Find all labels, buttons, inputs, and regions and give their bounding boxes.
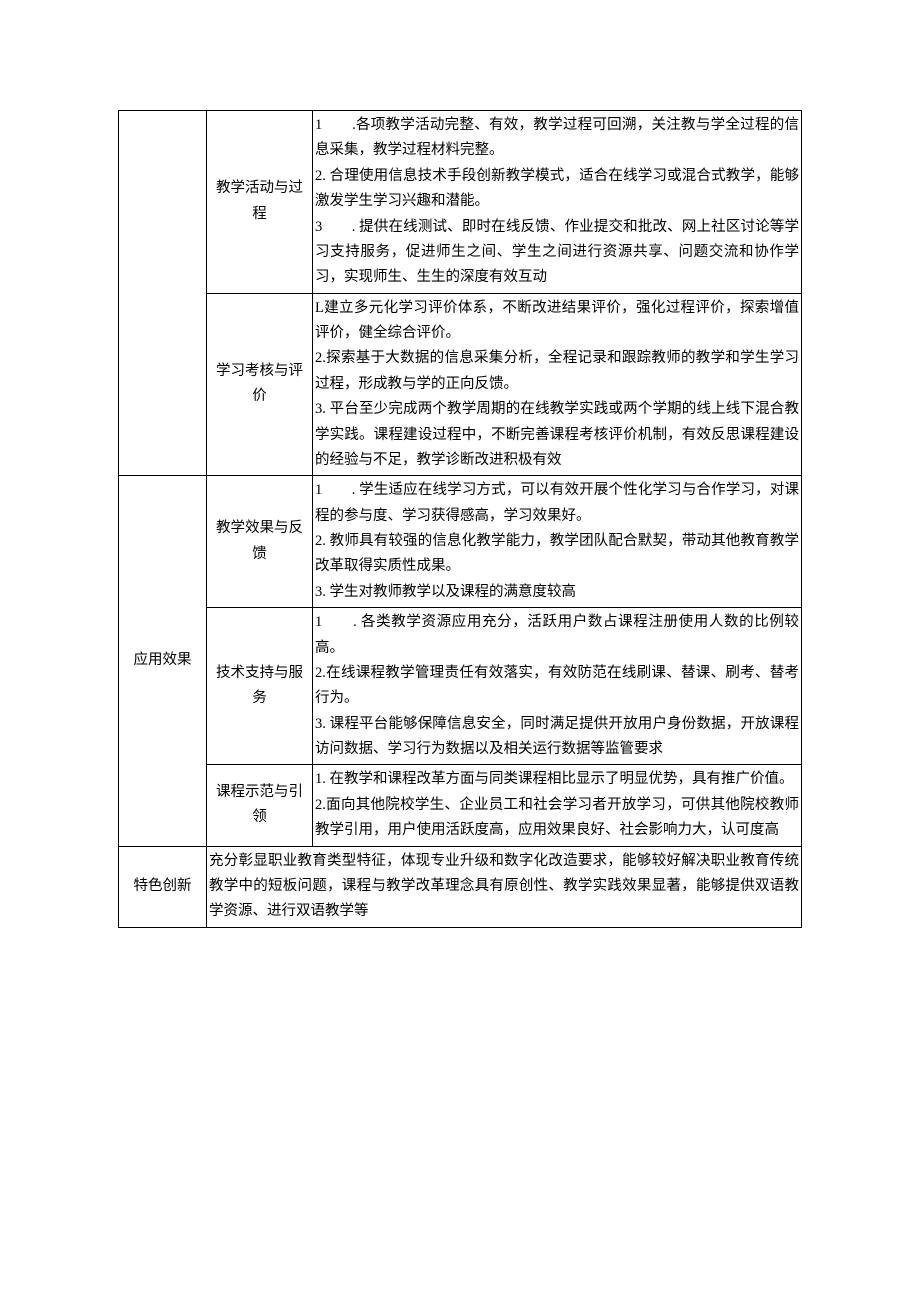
subcategory-cell: 教学活动与过程 [207, 111, 313, 294]
content-cell-merged: 充分彰显职业教育类型特征，体现专业升级和数字化改造要求，能够较好解决职业教育传统… [207, 846, 802, 927]
content-cell: L建立多元化学习评价体系，不断改进结果评价，强化过程评价，探索增值评价，健全综合… [313, 293, 802, 476]
table-row: 应用效果 教学效果与反馈 1 . 学生适应在线学习方式，可以有效开展个性化学习与… [119, 476, 802, 608]
criteria-table: 教学活动与过程 1 .各项教学活动完整、有效，教学过程可回溯，关注教与学全过程的… [118, 110, 802, 928]
subcategory-cell: 学习考核与评价 [207, 293, 313, 476]
content-cell: 1 . 学生适应在线学习方式，可以有效开展个性化学习与合作学习，对课程的参与度、… [313, 476, 802, 608]
category-cell-application: 应用效果 [119, 476, 207, 846]
table-row: 课程示范与引领 1. 在教学和课程改革方面与同类课程相比显示了明显优势，具有推广… [119, 765, 802, 846]
content-cell: 1 .各项教学活动完整、有效，教学过程可回溯，关注教与学全过程的信息采集，教学过… [313, 111, 802, 294]
table-row: 学习考核与评价 L建立多元化学习评价体系，不断改进结果评价，强化过程评价，探索增… [119, 293, 802, 476]
table-row: 技术支持与服务 1 . 各类教学资源应用充分，活跃用户数占课程注册使用人数的比例… [119, 608, 802, 765]
subcategory-cell: 教学效果与反馈 [207, 476, 313, 608]
content-cell: 1 . 各类教学资源应用充分，活跃用户数占课程注册使用人数的比例较高。2.在线课… [313, 608, 802, 765]
document-page: 教学活动与过程 1 .各项教学活动完整、有效，教学过程可回溯，关注教与学全过程的… [0, 0, 920, 928]
content-cell: 1. 在教学和课程改革方面与同类课程相比显示了明显优势，具有推广价值。2.面向其… [313, 765, 802, 846]
table-row: 特色创新 充分彰显职业教育类型特征，体现专业升级和数字化改造要求，能够较好解决职… [119, 846, 802, 927]
table-row: 教学活动与过程 1 .各项教学活动完整、有效，教学过程可回溯，关注教与学全过程的… [119, 111, 802, 294]
category-cell-blank [119, 111, 207, 476]
subcategory-cell: 技术支持与服务 [207, 608, 313, 765]
subcategory-cell: 课程示范与引领 [207, 765, 313, 846]
category-cell-innovation: 特色创新 [119, 846, 207, 927]
